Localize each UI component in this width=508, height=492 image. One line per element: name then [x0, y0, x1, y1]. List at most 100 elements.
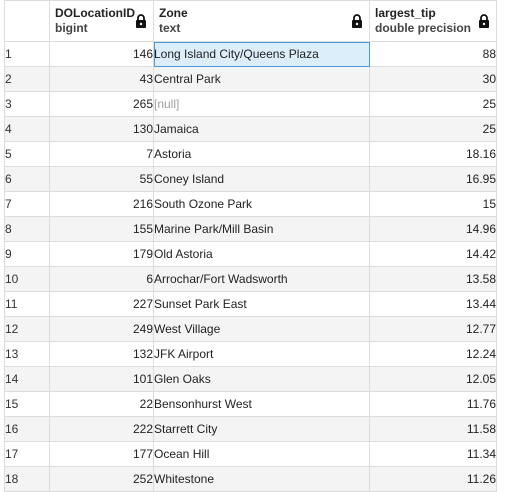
table-row[interactable]: 1 146 Long Island City/Queens Plaza 88 — [4, 41, 497, 67]
cell-dolocationid[interactable]: 179 — [49, 241, 154, 267]
row-number[interactable]: 15 — [4, 391, 50, 417]
cell-zone[interactable]: Ocean Hill — [153, 441, 370, 467]
cell-zone[interactable]: [null] — [153, 91, 370, 117]
column-type: text — [159, 21, 181, 35]
cell-largest-tip[interactable]: 11.58 — [369, 416, 497, 442]
row-number[interactable]: 2 — [4, 66, 50, 92]
table-row[interactable]: 16 222 Starrett City 11.58 — [4, 416, 497, 442]
table-row[interactable]: 10 6 Arrochar/Fort Wadsworth 13.58 — [4, 266, 497, 292]
cell-zone[interactable]: Arrochar/Fort Wadsworth — [153, 266, 370, 292]
cell-dolocationid[interactable]: 43 — [49, 66, 154, 92]
cell-largest-tip[interactable]: 11.76 — [369, 391, 497, 417]
table-row[interactable]: 2 43 Central Park 30 — [4, 66, 497, 92]
table-row[interactable]: 11 227 Sunset Park East 13.44 — [4, 291, 497, 317]
cell-zone[interactable]: Central Park — [153, 66, 370, 92]
row-number[interactable]: 6 — [4, 166, 50, 192]
cell-largest-tip[interactable]: 11.26 — [369, 466, 497, 492]
cell-largest-tip[interactable]: 13.58 — [369, 266, 497, 292]
cell-largest-tip[interactable]: 18.16 — [369, 141, 497, 167]
cell-zone[interactable]: Sunset Park East — [153, 291, 370, 317]
left-panel-edge — [0, 0, 4, 486]
cell-largest-tip[interactable]: 25 — [369, 116, 497, 142]
cell-zone[interactable]: Bensonhurst West — [153, 391, 370, 417]
column-name: DOLocationID — [55, 6, 135, 20]
row-number[interactable]: 9 — [4, 241, 50, 267]
cell-zone[interactable]: Jamaica — [153, 116, 370, 142]
cell-zone[interactable]: Coney Island — [153, 166, 370, 192]
cell-largest-tip[interactable]: 12.77 — [369, 316, 497, 342]
cell-dolocationid[interactable]: 216 — [49, 191, 154, 217]
cell-zone[interactable]: West Village — [153, 316, 370, 342]
table-row[interactable]: 13 132 JFK Airport 12.24 — [4, 341, 497, 367]
cell-zone[interactable]: Glen Oaks — [153, 366, 370, 392]
row-number[interactable]: 14 — [4, 366, 50, 392]
cell-largest-tip[interactable]: 25 — [369, 91, 497, 117]
cell-largest-tip[interactable]: 13.44 — [369, 291, 497, 317]
cell-largest-tip[interactable]: 12.05 — [369, 366, 497, 392]
table-row[interactable]: 14 101 Glen Oaks 12.05 — [4, 366, 497, 392]
table-row[interactable]: 5 7 Astoria 18.16 — [4, 141, 497, 167]
column-header-zone[interactable]: Zone text — [153, 0, 370, 42]
cell-zone[interactable]: Old Astoria — [153, 241, 370, 267]
row-number[interactable]: 18 — [4, 466, 50, 492]
cell-dolocationid[interactable]: 6 — [49, 266, 154, 292]
row-number[interactable]: 12 — [4, 316, 50, 342]
cell-dolocationid[interactable]: 227 — [49, 291, 154, 317]
cell-dolocationid[interactable]: 155 — [49, 216, 154, 242]
grid-body: 1 146 Long Island City/Queens Plaza 88 2 43 C… — [4, 41, 497, 492]
cell-dolocationid[interactable]: 265 — [49, 91, 154, 117]
cell-dolocationid[interactable]: 101 — [49, 366, 154, 392]
cell-zone[interactable]: Marine Park/Mill Basin — [153, 216, 370, 242]
table-row[interactable]: 18 252 Whitestone 11.26 — [4, 466, 497, 492]
cell-dolocationid[interactable]: 7 — [49, 141, 154, 167]
cell-largest-tip[interactable]: 16.95 — [369, 166, 497, 192]
row-number[interactable]: 1 — [4, 41, 50, 67]
row-number[interactable]: 3 — [4, 91, 50, 117]
row-number[interactable]: 11 — [4, 291, 50, 317]
cell-largest-tip[interactable]: 88 — [369, 41, 497, 67]
row-number[interactable]: 8 — [4, 216, 50, 242]
cell-dolocationid[interactable]: 252 — [49, 466, 154, 492]
cell-zone[interactable]: South Ozone Park — [153, 191, 370, 217]
row-number[interactable]: 17 — [4, 441, 50, 467]
column-header-largest-tip[interactable]: largest_tip double precision — [369, 0, 497, 42]
table-row[interactable]: 17 177 Ocean Hill 11.34 — [4, 441, 497, 467]
column-header-dolocationid[interactable]: DOLocationID bigint — [49, 0, 154, 42]
cell-zone[interactable]: JFK Airport — [153, 341, 370, 367]
row-number[interactable]: 5 — [4, 141, 50, 167]
cell-largest-tip[interactable]: 14.96 — [369, 216, 497, 242]
row-number[interactable]: 16 — [4, 416, 50, 442]
table-row[interactable]: 12 249 West Village 12.77 — [4, 316, 497, 342]
cell-largest-tip[interactable]: 15 — [369, 191, 497, 217]
cell-largest-tip[interactable]: 14.42 — [369, 241, 497, 267]
table-row[interactable]: 8 155 Marine Park/Mill Basin 14.96 — [4, 216, 497, 242]
cell-dolocationid[interactable]: 249 — [49, 316, 154, 342]
row-number[interactable]: 4 — [4, 116, 50, 142]
cell-dolocationid[interactable]: 146 — [49, 41, 154, 67]
cell-zone[interactable]: Astoria — [153, 141, 370, 167]
table-row[interactable]: 9 179 Old Astoria 14.42 — [4, 241, 497, 267]
cell-zone[interactable]: Whitestone — [153, 466, 370, 492]
table-row[interactable]: 15 22 Bensonhurst West 11.76 — [4, 391, 497, 417]
cell-zone[interactable]: Starrett City — [153, 416, 370, 442]
row-number[interactable]: 10 — [4, 266, 50, 292]
cell-dolocationid[interactable]: 22 — [49, 391, 154, 417]
cell-zone[interactable]: Long Island City/Queens Plaza — [153, 41, 370, 67]
cell-dolocationid[interactable]: 130 — [49, 116, 154, 142]
cell-largest-tip[interactable]: 11.34 — [369, 441, 497, 467]
cell-dolocationid[interactable]: 132 — [49, 341, 154, 367]
row-number[interactable]: 7 — [4, 191, 50, 217]
table-row[interactable]: 7 216 South Ozone Park 15 — [4, 191, 497, 217]
cell-dolocationid[interactable]: 222 — [49, 416, 154, 442]
cell-dolocationid[interactable]: 55 — [49, 166, 154, 192]
row-number[interactable]: 13 — [4, 341, 50, 367]
column-type: bigint — [55, 21, 88, 35]
row-number-header — [4, 0, 50, 42]
cell-largest-tip[interactable]: 12.24 — [369, 341, 497, 367]
table-row[interactable]: 4 130 Jamaica 25 — [4, 116, 497, 142]
cell-dolocationid[interactable]: 177 — [49, 441, 154, 467]
table-row[interactable]: 3 265 [null] 25 — [4, 91, 497, 117]
grid-header-row: DOLocationID bigint Zone text largest_ — [4, 0, 497, 42]
table-row[interactable]: 6 55 Coney Island 16.95 — [4, 166, 497, 192]
cell-largest-tip[interactable]: 30 — [369, 66, 497, 92]
